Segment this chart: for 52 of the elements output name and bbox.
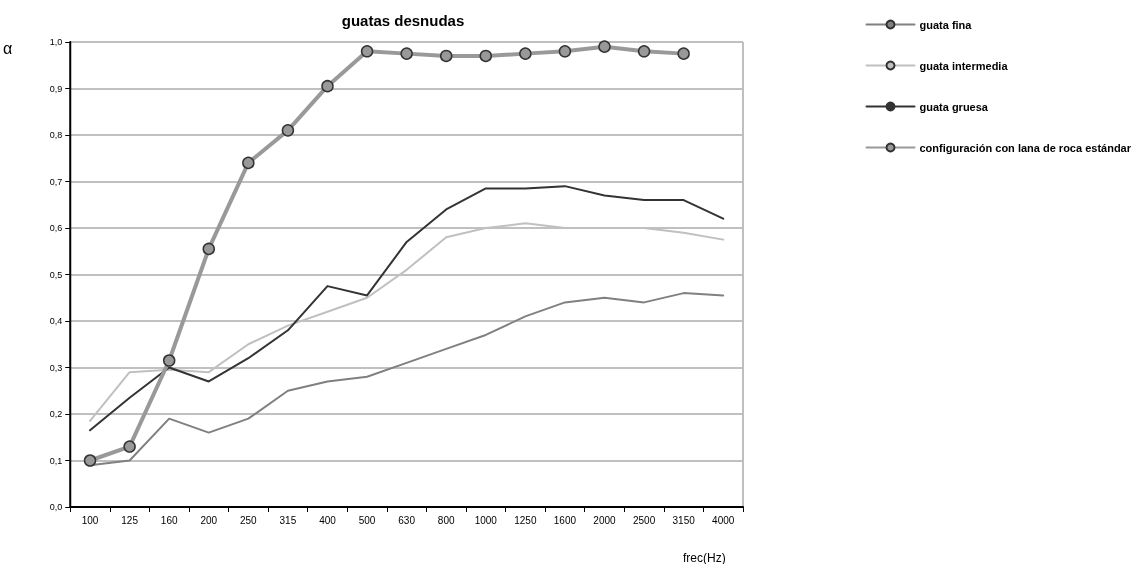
point bbox=[598, 40, 611, 53]
point bbox=[400, 47, 413, 60]
x-axis-title: frec(Hz) bbox=[683, 551, 726, 564]
y-tick-label: 0,0 bbox=[49, 502, 63, 512]
y-tick-label: 0,2 bbox=[49, 409, 63, 419]
point bbox=[519, 47, 532, 60]
x-tick-label: 1600 bbox=[553, 514, 577, 526]
x-tick-label: 125 bbox=[121, 514, 139, 526]
y-tick-label: 0,8 bbox=[49, 130, 63, 140]
legend-label: guata gruesa bbox=[919, 100, 989, 113]
point bbox=[83, 454, 97, 467]
x-tick-label: 3150 bbox=[672, 514, 696, 526]
chart-title: guatas desnudas bbox=[341, 12, 465, 29]
point bbox=[202, 242, 216, 256]
x-tick-label: 2500 bbox=[632, 514, 656, 526]
point bbox=[479, 49, 493, 63]
point bbox=[360, 45, 374, 58]
point bbox=[162, 354, 176, 367]
y-tick-label: 1,0 bbox=[49, 37, 63, 47]
point bbox=[637, 45, 651, 58]
y-tick-label: 0,5 bbox=[49, 269, 63, 280]
point bbox=[321, 79, 334, 93]
y-tick-label: 0,7 bbox=[49, 176, 63, 187]
y-tick-label: 0,6 bbox=[49, 223, 63, 233]
point bbox=[677, 47, 690, 60]
point bbox=[439, 49, 453, 63]
x-tick-label: 800 bbox=[437, 514, 455, 526]
x-tick-label: 630 bbox=[398, 514, 416, 526]
legend-label: guata intermedia bbox=[919, 59, 1009, 72]
x-tick-label: 1000 bbox=[474, 514, 498, 526]
point bbox=[242, 156, 255, 170]
y-tick-label: 0,1 bbox=[49, 455, 63, 466]
x-tick-label: 250 bbox=[239, 514, 258, 526]
point bbox=[281, 124, 295, 137]
legend-label: configuración con lana de roca estándar bbox=[919, 141, 1132, 154]
x-tick-label: 1250 bbox=[514, 514, 537, 526]
x-tick-label: 4000 bbox=[712, 514, 735, 526]
x-tick-label: 400 bbox=[319, 514, 337, 526]
y-axis-title: α bbox=[3, 39, 13, 57]
y-tick-label: 0,9 bbox=[49, 83, 63, 94]
point bbox=[558, 45, 572, 58]
y-tick-label: 0,4 bbox=[49, 316, 63, 326]
line-series bbox=[89, 185, 725, 432]
legend-label: guata fina bbox=[919, 18, 973, 31]
x-tick-label: 2000 bbox=[593, 514, 617, 526]
x-tick-label: 160 bbox=[160, 514, 178, 526]
x-tick-label: 500 bbox=[358, 514, 376, 526]
x-tick-label: 200 bbox=[200, 514, 218, 526]
x-tick-label: 315 bbox=[279, 514, 297, 526]
x-tick-label: 100 bbox=[81, 514, 99, 526]
y-tick-label: 0,3 bbox=[49, 362, 63, 373]
point bbox=[123, 440, 136, 453]
